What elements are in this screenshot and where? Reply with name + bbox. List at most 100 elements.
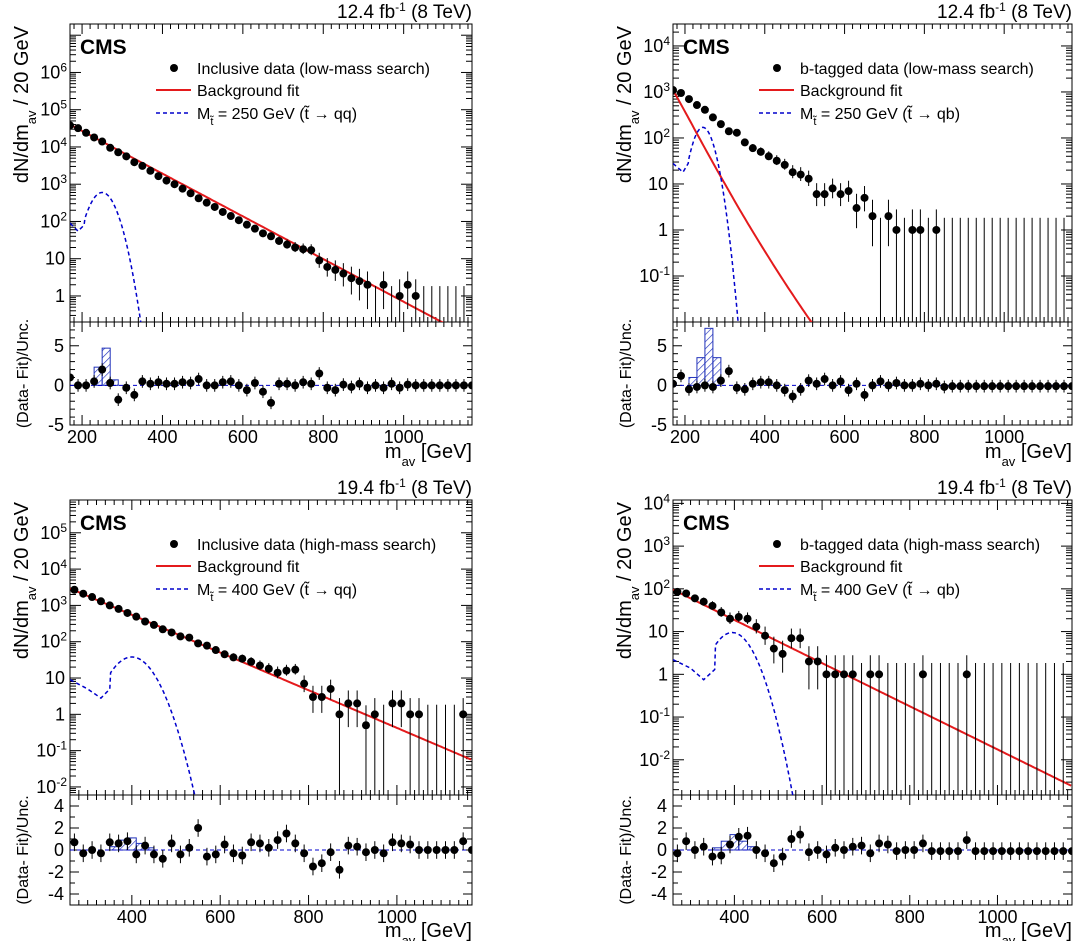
ratio-point	[1015, 847, 1024, 856]
data-point	[211, 646, 220, 655]
ratio-point	[743, 831, 752, 840]
data-point	[363, 280, 372, 289]
ratio-point	[822, 850, 831, 859]
data-point	[229, 653, 238, 662]
ratio-point	[1004, 382, 1013, 391]
ratio-point	[114, 839, 123, 848]
ratio-point	[226, 377, 235, 386]
ratio-point	[323, 383, 332, 392]
y-tick-label: 103	[40, 593, 67, 615]
ratio-point	[88, 846, 97, 854]
ratio-y-tick-label: 5	[54, 336, 64, 356]
ratio-point	[996, 382, 1005, 391]
data-point	[748, 144, 757, 153]
ratio-point	[331, 386, 340, 395]
data-point	[740, 138, 749, 147]
y-tick-label: 104	[643, 34, 670, 56]
ratio-point	[130, 390, 139, 399]
ratio-point	[964, 382, 973, 391]
ratio-point	[901, 846, 910, 854]
ratio-point	[300, 849, 309, 858]
ratio-point	[432, 846, 441, 854]
cms-label: CMS	[80, 512, 127, 535]
data-point	[123, 608, 132, 617]
ratio-point	[780, 386, 789, 395]
y-tick-label: 1	[658, 220, 668, 240]
data-point	[787, 634, 796, 643]
ratio-point	[141, 841, 150, 850]
ratio-point	[1068, 847, 1072, 856]
data-point	[186, 189, 195, 198]
ratio-point	[220, 840, 229, 849]
ratio-point	[238, 851, 247, 860]
x-tick-label: 1000	[384, 427, 424, 447]
ratio-point	[194, 375, 203, 384]
ratio-point	[105, 838, 114, 847]
ratio-point	[79, 849, 88, 858]
ratio-point	[1036, 382, 1045, 391]
data-point	[176, 632, 185, 641]
ratio-point	[154, 378, 163, 387]
data-point	[828, 184, 837, 193]
ratio-point	[202, 852, 211, 861]
y-tick-label: 102	[40, 630, 67, 652]
ratio-point	[122, 383, 131, 392]
ratio-point	[379, 383, 388, 392]
data-point	[88, 593, 97, 602]
ratio-point	[848, 842, 857, 851]
legend-fit-label: Background fit	[800, 83, 903, 100]
ratio-point	[918, 839, 927, 848]
y-axis-label: dN/dmav / 20 GeV	[11, 501, 39, 659]
ratio-point	[403, 380, 412, 389]
ratio-point	[752, 846, 761, 854]
data-point	[908, 225, 917, 234]
ratio-point	[883, 840, 892, 849]
data-point	[178, 184, 187, 193]
cms-label: CMS	[80, 36, 127, 59]
ratio-y-tick-label: -2	[651, 862, 667, 882]
ratio-point	[370, 846, 379, 854]
ratio-point	[176, 850, 185, 859]
x-tick-label: 800	[294, 907, 324, 927]
x-tick-label: 600	[830, 427, 860, 447]
ratio-y-tick-label: 4	[54, 796, 64, 816]
data-point	[397, 699, 406, 708]
ratio-point	[242, 386, 251, 395]
ratio-point	[194, 824, 203, 832]
ratio-point	[796, 385, 805, 394]
x-tick-label: 1000	[977, 907, 1017, 927]
data-point	[812, 190, 821, 199]
ratio-y-tick-label: 2	[54, 818, 64, 838]
data-point	[796, 634, 805, 643]
ratio-point	[211, 850, 220, 859]
data-point	[158, 625, 167, 634]
ratio-point	[876, 377, 885, 386]
ratio-point	[186, 379, 195, 388]
lumi-label: 12.4 fb-1 (8 TeV)	[937, 0, 1072, 23]
ratio-point	[1020, 382, 1029, 391]
data-point	[772, 156, 781, 165]
ratio-point	[726, 840, 734, 849]
ratio-point	[291, 381, 300, 390]
ratio-point	[1028, 382, 1037, 391]
ratio-point	[379, 849, 388, 858]
legend-data-label: b-tagged data (high-mass search)	[800, 537, 1040, 554]
x-tick-label: 200	[67, 427, 97, 447]
data-point	[79, 589, 88, 598]
ratio-y-tick-label: 0	[657, 840, 667, 860]
ratio-point	[326, 848, 335, 857]
ratio-point	[202, 381, 211, 390]
background-fit-curve	[70, 123, 444, 322]
data-point	[860, 193, 869, 202]
ratio-point	[1041, 847, 1050, 856]
ratio-point	[980, 847, 989, 856]
data-point	[114, 148, 123, 157]
y-tick-label: 105	[40, 521, 67, 543]
data-point	[317, 693, 326, 702]
data-point	[780, 160, 789, 169]
data-point	[347, 274, 356, 283]
legend-signal-label: Mt̃ = 400 GeV (t̃ → qq)	[197, 580, 357, 604]
ratio-point	[123, 837, 132, 846]
data-point	[282, 666, 291, 675]
ratio-point	[450, 846, 459, 854]
